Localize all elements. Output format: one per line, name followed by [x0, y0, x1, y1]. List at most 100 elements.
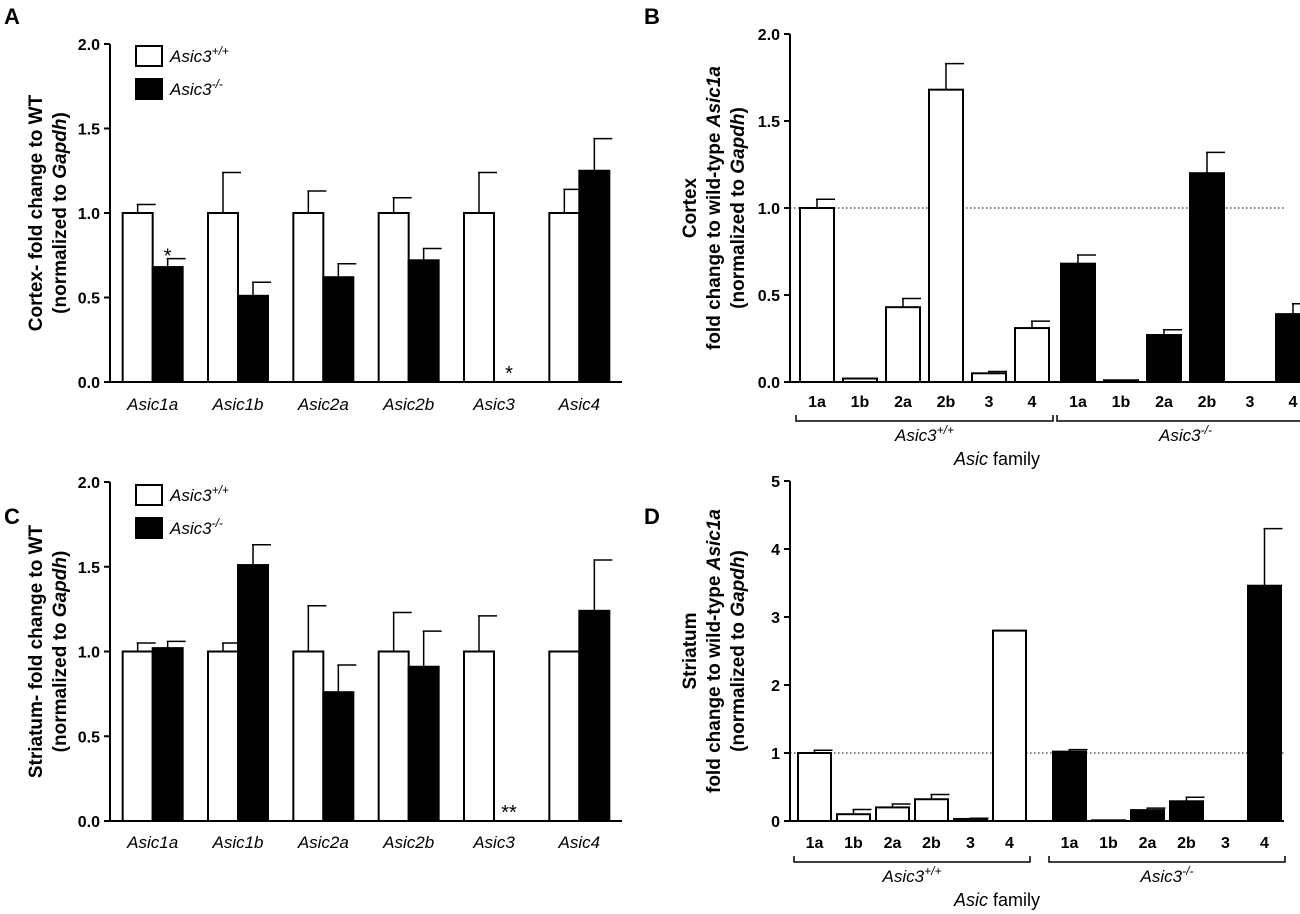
group-bracket	[795, 415, 1054, 422]
y-axis-label-line1: Striatum	[680, 612, 701, 689]
x-axis-title: Asic family	[953, 890, 1040, 910]
y-axis-label-line2: (normalized to Gapdh)	[50, 112, 71, 314]
bar-ko	[578, 169, 611, 383]
y-axis-label-text: (normalized to	[728, 617, 749, 752]
bar-ko	[407, 665, 440, 822]
bar-wt	[842, 377, 878, 383]
group-label-base: Asic3	[1140, 867, 1183, 886]
x-category-label: 1b	[1112, 394, 1131, 411]
bar-wt	[463, 650, 495, 822]
legend-sup: +/+	[212, 44, 229, 58]
y-axis-label-line3: (normalized to Gapdh)	[728, 107, 749, 309]
x-category-label: Asic1a	[126, 395, 178, 414]
x-axis-title-italic: Asic	[953, 449, 988, 469]
x-category-label: 1b	[851, 394, 870, 411]
y-axis-label-gene: Asic1a	[704, 509, 725, 572]
y-axis-label-line3: (normalized to Gapdh)	[728, 550, 749, 752]
y-axis-label-gene: Gapdh	[728, 557, 749, 617]
x-category-label: 3	[966, 835, 975, 852]
x-category-label: 4	[1260, 835, 1269, 852]
panel-letter: C	[4, 504, 20, 529]
legend-sup: +/+	[212, 483, 229, 497]
x-category-label: 2a	[884, 835, 902, 852]
panel-letter: A	[4, 4, 20, 29]
bar-wt	[377, 212, 410, 383]
y-axis-label-text: )	[50, 112, 71, 118]
x-category-label: 1a	[806, 835, 824, 852]
bar-ko	[322, 691, 355, 822]
x-axis-title: Asic family	[953, 449, 1040, 469]
x-category-label: 3	[985, 394, 994, 411]
bar-ko	[1169, 800, 1204, 823]
x-category-label: 1b	[844, 835, 863, 852]
x-category-label: 1b	[1099, 835, 1118, 852]
bar-wt	[971, 372, 1007, 383]
legend: Asic3+/+Asic3-/-	[135, 483, 229, 539]
y-axis-label-line1: Cortex- fold change to WT	[26, 94, 47, 331]
legend-base: Asic3	[169, 80, 212, 99]
bar-ko	[151, 647, 184, 822]
y-axis-label-text: fold change to wild-type	[704, 127, 725, 350]
group-label-sup: -/-	[1201, 423, 1212, 437]
x-category-label: 3	[1246, 394, 1255, 411]
y-axis-label-text: )	[728, 107, 749, 113]
bar-ko	[322, 276, 355, 383]
bar-wt	[875, 806, 910, 823]
y-axis-label-line1: Cortex	[680, 177, 701, 238]
x-category-label: 2b	[1198, 394, 1217, 411]
bar-wt	[207, 650, 239, 822]
y-tick-label: 1.5	[78, 122, 100, 139]
bar-ko	[237, 294, 269, 383]
y-tick-label: 0.0	[78, 814, 100, 831]
legend-label-wt: Asic3+/+	[169, 44, 229, 66]
x-category-label: Asic2a	[297, 395, 349, 414]
y-axis-label-line2: fold change to wild-type Asic1a	[704, 66, 725, 350]
x-category-label: Asic2b	[382, 833, 434, 852]
y-tick-label: 1.0	[78, 206, 100, 223]
y-axis-label-gene: Gapdh	[50, 119, 71, 179]
x-category-label: 2a	[894, 394, 912, 411]
bar-wt	[885, 306, 921, 383]
group-label-base: Asic3	[882, 867, 925, 886]
y-axis-label-text: (normalized to	[50, 179, 71, 314]
bar-wt	[992, 629, 1027, 822]
y-axis-label: Striatum- fold change to WT (normalized t…	[26, 524, 71, 778]
bar-wt	[799, 207, 835, 383]
bar-ko	[237, 564, 269, 822]
y-tick-label: 2.0	[78, 475, 100, 492]
y-tick-label: 0.5	[78, 729, 100, 746]
legend-swatch-ko	[135, 517, 163, 539]
group-label: Asic3+/+	[894, 423, 954, 445]
panel-a: A 0.0 0.5 1.0 1.5 2.0 Cortex- fold change to W…	[4, 4, 622, 414]
y-tick-label: 1.0	[758, 201, 780, 218]
x-axis-title-italic: Asic	[953, 890, 988, 910]
legend: Asic3+/+Asic3-/-	[135, 44, 229, 100]
y-tick-label: 4	[771, 542, 780, 559]
y-axis-label-text: (normalized to	[728, 174, 749, 309]
bar-wt	[207, 212, 239, 383]
bar-wt	[836, 813, 871, 823]
group-label-sup: -/-	[1182, 864, 1193, 878]
bar-wt	[914, 798, 949, 822]
y-axis-label-gene: Gapdh	[728, 114, 749, 174]
bar-wt	[548, 650, 581, 822]
y-axis-label: Striatum fold change to wild-type Asic1a(…	[680, 509, 749, 793]
y-axis-label: Cortex fold change to wild-type Asic1a(no…	[680, 66, 749, 350]
legend-base: Asic3	[169, 519, 212, 538]
y-axis-label-gene: Asic1a	[704, 66, 725, 129]
group-bracket	[1048, 856, 1286, 863]
bar-wt	[121, 212, 154, 383]
significance-mark: *	[505, 363, 513, 385]
x-category-label: Asic1b	[211, 833, 263, 852]
y-axis-label-line1: Striatum- fold change to WT	[26, 524, 47, 778]
x-category-label: Asic2a	[297, 833, 349, 852]
legend-sup: -/-	[212, 516, 223, 530]
bar-wt	[953, 817, 988, 823]
legend-swatch-wt	[135, 45, 163, 67]
bar-ko	[1091, 819, 1126, 823]
x-category-label: Asic4	[558, 833, 601, 852]
bar-ko	[578, 609, 611, 822]
x-axis-title-rest: family	[988, 890, 1040, 910]
panel-d: D 0 1 2 3 4 5 Striatum fold change to wild-type …	[644, 474, 1286, 910]
